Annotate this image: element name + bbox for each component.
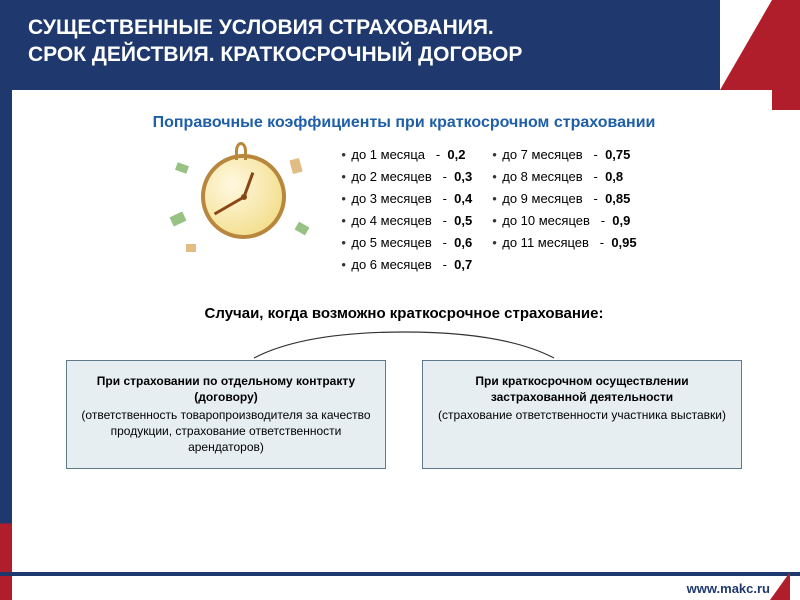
case-box-1: При страховании по отдельному контракту … bbox=[66, 360, 386, 469]
coefficients-row: до 1 месяца - 0,2до 2 месяцев - 0,3до 3 … bbox=[48, 144, 760, 277]
header-red-wedge bbox=[720, 0, 772, 90]
coefficient-item: до 6 месяцев - 0,7 bbox=[341, 254, 472, 276]
case-box-2: При краткосрочном осуществлении застрахо… bbox=[422, 360, 742, 469]
cases-boxes: При страховании по отдельному контракту … bbox=[48, 360, 760, 469]
coefficient-item: до 1 месяца - 0,2 bbox=[341, 144, 472, 166]
case-box-2-title: При краткосрочном осуществлении застрахо… bbox=[437, 373, 727, 405]
subtitle: Поправочные коэффициенты при краткосрочн… bbox=[48, 114, 760, 132]
coefficient-item: до 5 месяцев - 0,6 bbox=[341, 232, 472, 254]
coefficient-item: до 3 месяцев - 0,4 bbox=[341, 188, 472, 210]
slide-content: Поправочные коэффициенты при краткосрочн… bbox=[0, 110, 800, 469]
coefficients-list-left: до 1 месяца - 0,2до 2 месяцев - 0,3до 3 … bbox=[341, 144, 472, 277]
coefficient-item: до 9 месяцев - 0,85 bbox=[492, 188, 636, 210]
coefficients-list-right: до 7 месяцев - 0,75до 8 месяцев - 0,8до … bbox=[492, 144, 636, 254]
title-line-1: СУЩЕСТВЕННЫЕ УСЛОВИЯ СТРАХОВАНИЯ. bbox=[28, 16, 494, 39]
slide-footer: www.makc.ru bbox=[0, 572, 800, 600]
header-blue-panel: СУЩЕСТВЕННЫЕ УСЛОВИЯ СТРАХОВАНИЯ. СРОК Д… bbox=[0, 0, 720, 90]
cases-title: Случаи, когда возможно краткосрочное стр… bbox=[48, 305, 760, 322]
slide-header: СУЩЕСТВЕННЫЕ УСЛОВИЯ СТРАХОВАНИЯ. СРОК Д… bbox=[0, 0, 800, 110]
title-line-2: СРОК ДЕЙСТВИЯ. КРАТКОСРОЧНЫЙ ДОГОВОР bbox=[28, 43, 522, 66]
slide-title: СУЩЕСТВЕННЫЕ УСЛОВИЯ СТРАХОВАНИЯ. СРОК Д… bbox=[28, 14, 692, 69]
footer-red-triangle bbox=[770, 572, 790, 600]
coefficient-item: до 7 месяцев - 0,75 bbox=[492, 144, 636, 166]
header-red-stripe bbox=[772, 0, 800, 110]
case-box-1-text: (ответственность товаропроизводителя за … bbox=[81, 408, 370, 454]
coefficient-item: до 2 месяцев - 0,3 bbox=[341, 166, 472, 188]
coefficient-item: до 8 месяцев - 0,8 bbox=[492, 166, 636, 188]
footer-url: www.makc.ru bbox=[687, 581, 770, 596]
clock-icon bbox=[171, 144, 321, 264]
connector-arcs bbox=[48, 330, 760, 360]
case-box-1-title: При страховании по отдельному контракту … bbox=[81, 373, 371, 405]
coefficient-item: до 4 месяцев - 0,5 bbox=[341, 210, 472, 232]
coefficient-item: до 10 месяцев - 0,9 bbox=[492, 210, 636, 232]
coefficient-item: до 11 месяцев - 0,95 bbox=[492, 232, 636, 254]
case-box-2-text: (страхование ответственности участника в… bbox=[438, 408, 726, 422]
left-vertical-stripe bbox=[0, 90, 12, 600]
